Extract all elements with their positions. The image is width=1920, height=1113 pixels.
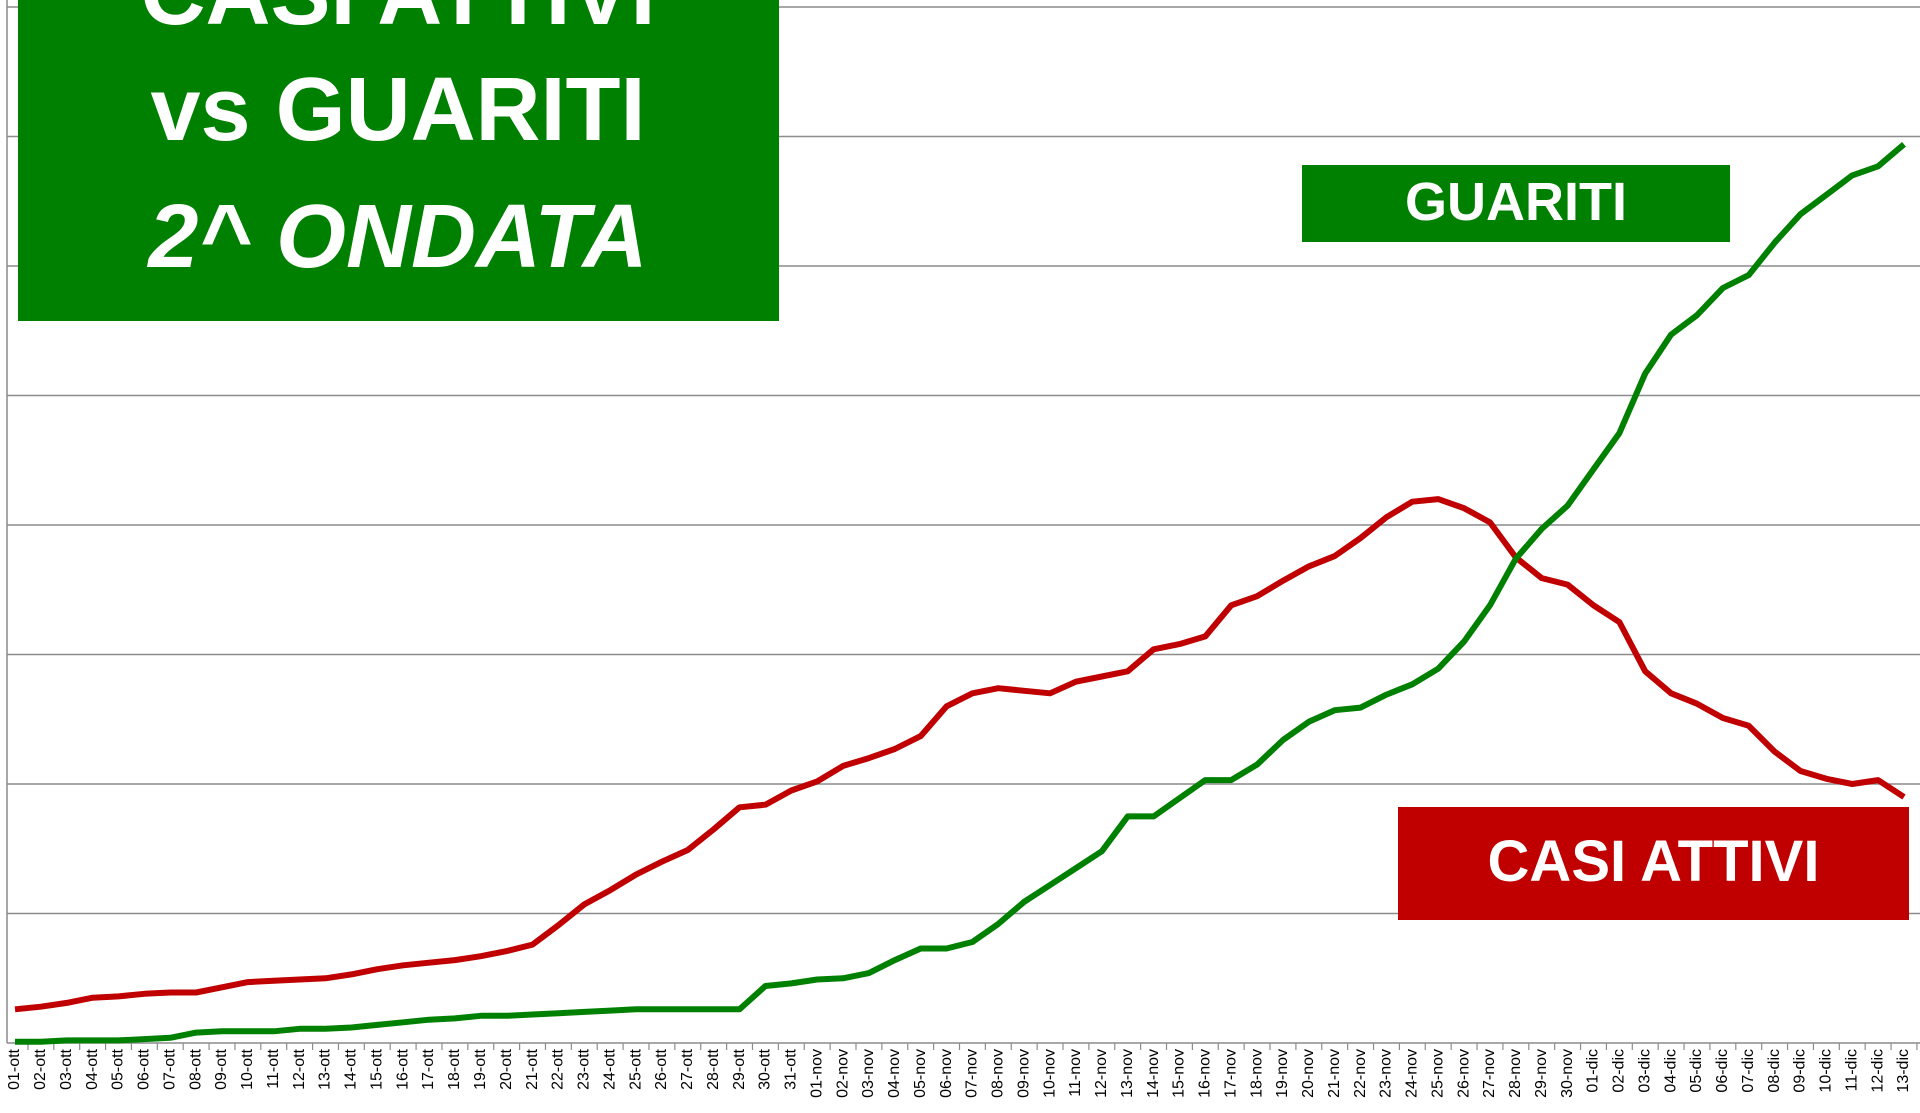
x-tick-label: 31-ott <box>783 1048 800 1089</box>
x-tick-label: 11-ott <box>265 1048 282 1088</box>
x-tick-label: 23-nov <box>1378 1049 1395 1098</box>
chart-title: vs GUARITI <box>150 60 645 160</box>
x-tick-label: 02-nov <box>834 1049 851 1098</box>
x-tick-label: 28-ott <box>705 1048 722 1089</box>
x-tick-label: 13-nov <box>1119 1049 1136 1098</box>
x-tick-label: 22-ott <box>550 1048 567 1089</box>
legend-box <box>1302 165 1730 242</box>
x-tick-label: 22-nov <box>1352 1049 1369 1098</box>
legend-label: CASI ATTIVI <box>1488 829 1820 894</box>
x-tick-label: 24-ott <box>601 1048 618 1089</box>
x-tick-label: 04-ott <box>84 1048 101 1089</box>
x-tick-label: 23-ott <box>576 1048 593 1089</box>
x-tick-label: 26-ott <box>653 1048 670 1089</box>
x-tick-label: 10-dic <box>1818 1049 1835 1093</box>
x-tick-label: 20-ott <box>498 1048 515 1089</box>
x-tick-label: 12-nov <box>1093 1049 1110 1098</box>
x-tick-label: 18-ott <box>446 1048 463 1089</box>
x-tick-label: 03-ott <box>58 1048 75 1089</box>
x-tick-label: 27-ott <box>679 1048 696 1089</box>
x-tick-label: 07-nov <box>964 1049 981 1098</box>
x-tick-label: 17-ott <box>420 1048 437 1089</box>
x-tick-label: 09-dic <box>1792 1049 1809 1093</box>
x-tick-label: 13-ott <box>317 1048 334 1089</box>
x-tick-label: 28-nov <box>1507 1049 1524 1098</box>
x-tick-label: 19-ott <box>472 1048 489 1089</box>
chart-title: CASI ATTIVI <box>141 0 656 44</box>
legend-box <box>1398 807 1909 920</box>
x-tick-label: 14-nov <box>1145 1049 1162 1098</box>
title-box <box>18 0 779 321</box>
x-tick-label: 29-nov <box>1533 1049 1550 1098</box>
x-tick-label: 18-nov <box>1248 1049 1265 1098</box>
x-tick-label: 19-nov <box>1274 1049 1291 1098</box>
x-tick-label: 08-dic <box>1766 1049 1783 1093</box>
x-tick-label: 11-dic <box>1843 1049 1860 1091</box>
x-tick-label: 13-dic <box>1895 1049 1912 1093</box>
x-tick-label: 30-ott <box>757 1048 774 1089</box>
x-tick-label: 10-ott <box>239 1048 256 1089</box>
x-tick-label: 30-nov <box>1559 1049 1576 1098</box>
x-tick-label: 07-ott <box>161 1048 178 1089</box>
x-tick-label: 09-nov <box>1015 1049 1032 1098</box>
x-tick-label: 05-nov <box>912 1049 929 1098</box>
x-tick-label: 07-dic <box>1740 1049 1757 1093</box>
x-tick-label: 20-nov <box>1300 1049 1317 1098</box>
x-tick-label: 04-nov <box>886 1049 903 1098</box>
x-tick-label: 11-nov <box>1067 1049 1084 1097</box>
x-tick-label: 21-ott <box>524 1048 541 1089</box>
x-tick-label: 05-dic <box>1688 1049 1705 1093</box>
legend-label: GUARITI <box>1405 172 1627 232</box>
x-tick-label: 25-ott <box>627 1048 644 1089</box>
x-tick-label: 01-ott <box>6 1048 23 1089</box>
x-tick-label: 21-nov <box>1326 1049 1343 1098</box>
x-tick-label: 01-dic <box>1585 1049 1602 1093</box>
x-tick-label: 10-nov <box>1041 1049 1058 1098</box>
x-tick-label: 24-nov <box>1404 1049 1421 1098</box>
x-tick-label: 04-dic <box>1662 1049 1679 1093</box>
x-tick-label: 16-ott <box>394 1048 411 1089</box>
x-tick-label: 15-ott <box>368 1048 385 1089</box>
series-line <box>15 142 1906 1045</box>
x-tick-label: 06-ott <box>136 1048 153 1089</box>
x-tick-label: 06-nov <box>938 1049 955 1098</box>
x-tick-label: 14-ott <box>343 1048 360 1089</box>
x-tick-label: 02-ott <box>32 1048 49 1089</box>
x-tick-label: 25-nov <box>1429 1049 1446 1098</box>
x-tick-label: 16-nov <box>1197 1049 1214 1098</box>
x-tick-label: 05-ott <box>110 1048 127 1089</box>
x-tick-label: 03-dic <box>1636 1049 1653 1093</box>
x-tick-label: 17-nov <box>1222 1049 1239 1098</box>
x-tick-label: 27-nov <box>1481 1049 1498 1098</box>
x-tick-label: 01-nov <box>808 1049 825 1098</box>
x-tick-label: 08-nov <box>990 1049 1007 1098</box>
x-tick-label: 02-dic <box>1611 1049 1628 1093</box>
x-tick-label: 08-ott <box>187 1048 204 1089</box>
x-tick-label: 12-ott <box>291 1048 308 1089</box>
x-tick-label: 09-ott <box>213 1048 230 1089</box>
x-tick-label: 12-dic <box>1869 1049 1886 1093</box>
x-tick-label: 06-dic <box>1714 1049 1731 1093</box>
x-tick-label: 29-ott <box>731 1048 748 1089</box>
x-tick-label: 15-nov <box>1171 1049 1188 1098</box>
x-tick-label: 26-nov <box>1455 1049 1472 1098</box>
x-tick-label: 03-nov <box>860 1049 877 1098</box>
chart-subtitle: 2^ ONDATA <box>146 187 647 287</box>
series-line <box>14 496 1906 1013</box>
